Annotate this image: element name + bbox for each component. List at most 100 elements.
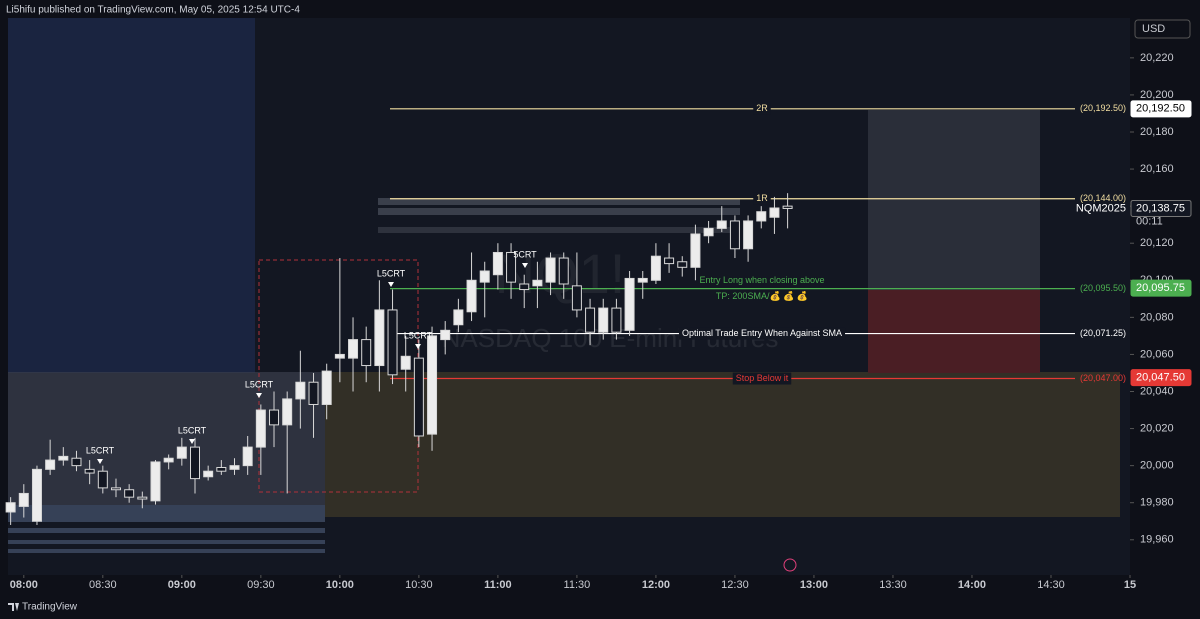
- annotation: L5CRT: [178, 425, 207, 435]
- candle-body: [5, 502, 16, 513]
- x-tick-label: 08:30: [89, 579, 117, 591]
- candle-body: [71, 457, 82, 467]
- x-tick-label: 12:30: [721, 579, 749, 591]
- candle-body: [479, 270, 490, 283]
- range-zone: [8, 528, 325, 533]
- x-tick-label: 13:00: [800, 579, 828, 591]
- range-band: [378, 227, 740, 233]
- x-tick-label: 10:30: [405, 579, 433, 591]
- candle-body: [361, 339, 372, 367]
- y-tick-label: 19,980: [1140, 497, 1174, 509]
- level-price: (20,095.50): [1080, 283, 1126, 293]
- x-tick-label: 14:30: [1037, 579, 1065, 591]
- y-tick-label: 19,960: [1140, 534, 1174, 546]
- price-badge: [1130, 369, 1192, 387]
- price-badge: [1130, 100, 1192, 118]
- y-tick-label: 20,080: [1140, 311, 1174, 323]
- session-zone: [8, 18, 255, 373]
- logo: [8, 603, 19, 611]
- price-badge-label: 20,047.50: [1136, 372, 1185, 384]
- level-note: TP: 200SMA/💰 💰 💰: [716, 290, 808, 302]
- range-zone: [8, 540, 325, 544]
- candle-body: [506, 251, 517, 283]
- candle-body: [176, 446, 187, 459]
- candle-body: [163, 457, 174, 463]
- candle-body: [400, 355, 411, 370]
- level-name: Entry Long when closing above: [699, 275, 824, 285]
- candle-body: [321, 370, 332, 405]
- annotation-marker: [415, 344, 421, 349]
- candle-body: [45, 459, 56, 470]
- candle-body: [255, 409, 266, 448]
- candle-body: [716, 220, 727, 229]
- candle-body: [97, 470, 108, 489]
- level-name-bg: [753, 192, 771, 205]
- annotation-marker: [522, 263, 528, 268]
- candle-body: [110, 487, 121, 491]
- annotation: L5CRT: [377, 268, 406, 278]
- candle-body: [242, 446, 253, 467]
- y-tick-label: 20,020: [1140, 422, 1174, 434]
- price-badge-label: 20,138.75: [1136, 202, 1185, 214]
- candle-body: [769, 207, 780, 218]
- candle-body: [334, 353, 345, 359]
- candle-body: [690, 233, 701, 268]
- candle-body: [782, 205, 793, 209]
- candle-body: [598, 307, 609, 333]
- annotation-marker: [189, 439, 195, 444]
- x-tick-label: 10:00: [326, 579, 354, 591]
- footer: TradingView: [22, 602, 78, 613]
- x-tick-label: 15: [1124, 579, 1136, 591]
- candle-body: [282, 398, 293, 426]
- time-axis: [0, 575, 1200, 619]
- axes: 19,960 19,980 20,000 20,020 20,040 20,060 20,0…: [10, 52, 1192, 591]
- y-tick-label: 20,060: [1140, 348, 1174, 360]
- level-name-bg: [732, 372, 792, 385]
- header: Li5hifu published on TradingView.com, Ma…: [6, 5, 300, 16]
- candle-body: [216, 466, 227, 472]
- candle-body: [427, 335, 438, 435]
- target-zone: [868, 110, 1040, 290]
- level-price: (20,144.00): [1080, 193, 1126, 203]
- candle-body: [374, 309, 385, 367]
- candle-body: [137, 496, 148, 500]
- annotation: L5CRT: [404, 330, 433, 340]
- symbol: NQM2025: [1076, 202, 1126, 214]
- candle-body: [229, 465, 240, 470]
- y-tick-label: 20,040: [1140, 385, 1174, 397]
- x-tick-label: 09:00: [168, 579, 196, 591]
- range-band: [378, 198, 740, 205]
- candle-body: [269, 409, 280, 426]
- candle-body: [387, 309, 398, 376]
- candle-body: [18, 492, 29, 507]
- level-price: (20,192.50): [1080, 103, 1126, 113]
- candle-body: [190, 446, 200, 480]
- candle-body: [31, 468, 42, 522]
- stop-zone: [868, 290, 1040, 373]
- price-badge-label: 20,095.75: [1136, 282, 1185, 294]
- range-zone: [8, 549, 325, 553]
- countdown: 00:11: [1136, 215, 1163, 227]
- y-tick-label: 20,120: [1140, 237, 1174, 249]
- y-tick-label: 20,220: [1140, 52, 1174, 64]
- candle-body: [466, 279, 477, 313]
- candle-body: [650, 255, 661, 281]
- candle-body: [440, 329, 451, 341]
- level-name: 1R: [756, 193, 768, 203]
- candle-body: [295, 381, 306, 400]
- level-name-bg: [753, 102, 771, 115]
- level-name: 2R: [756, 103, 768, 113]
- candle-body: [558, 257, 569, 285]
- y-tick-label: 20,160: [1140, 163, 1174, 175]
- x-ticks: 08:00 08:30 09:00 09:30 10:00 10:30 11:00 11:30…: [10, 575, 1136, 591]
- candle-body: [150, 461, 161, 502]
- annotation: L5CRT: [86, 445, 115, 455]
- candle-body: [743, 220, 754, 250]
- candle-body: [624, 277, 635, 331]
- candle-body: [124, 489, 135, 498]
- event-icon: [783, 558, 797, 572]
- plot: 2R (20,192.50) 1R (20,144.00) Entry Long whe…: [5, 102, 1126, 525]
- range-zone: [325, 372, 1120, 517]
